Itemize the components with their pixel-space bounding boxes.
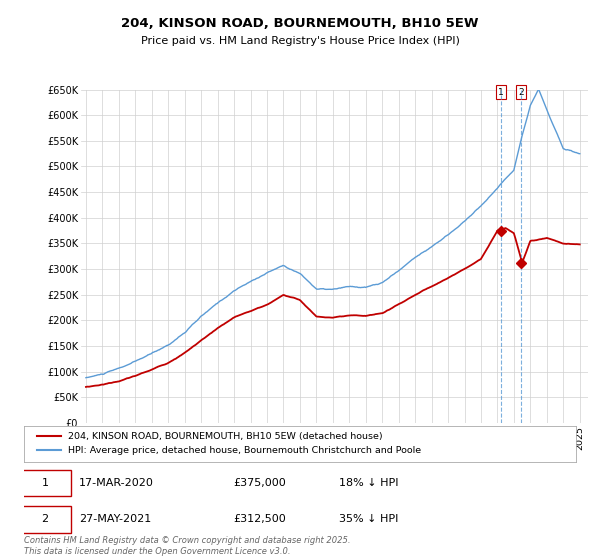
Text: 1: 1: [41, 478, 49, 488]
Text: 35% ↓ HPI: 35% ↓ HPI: [338, 515, 398, 524]
Text: 204, KINSON ROAD, BOURNEMOUTH, BH10 5EW: 204, KINSON ROAD, BOURNEMOUTH, BH10 5EW: [121, 17, 479, 30]
Text: 2: 2: [41, 515, 49, 524]
Legend: 204, KINSON ROAD, BOURNEMOUTH, BH10 5EW (detached house), HPI: Average price, de: 204, KINSON ROAD, BOURNEMOUTH, BH10 5EW …: [34, 430, 424, 458]
FancyBboxPatch shape: [19, 506, 71, 533]
Text: 1: 1: [498, 88, 504, 97]
Text: Contains HM Land Registry data © Crown copyright and database right 2025.
This d: Contains HM Land Registry data © Crown c…: [24, 536, 350, 556]
Text: Price paid vs. HM Land Registry's House Price Index (HPI): Price paid vs. HM Land Registry's House …: [140, 36, 460, 46]
Text: £375,000: £375,000: [234, 478, 287, 488]
Text: 17-MAR-2020: 17-MAR-2020: [79, 478, 154, 488]
Text: 2: 2: [518, 88, 524, 97]
Text: 18% ↓ HPI: 18% ↓ HPI: [338, 478, 398, 488]
Text: £312,500: £312,500: [234, 515, 287, 524]
Text: 27-MAY-2021: 27-MAY-2021: [79, 515, 151, 524]
FancyBboxPatch shape: [19, 469, 71, 497]
